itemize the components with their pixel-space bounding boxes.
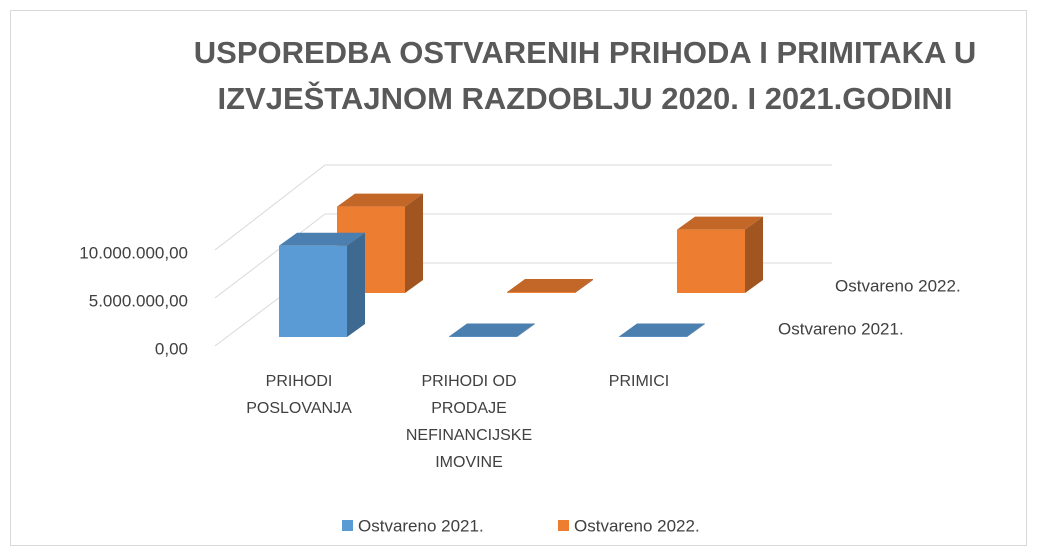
bar-face: [745, 216, 763, 293]
chart-title: USPOREDBA OSTVARENIH PRIHODA I PRIMITAKA…: [193, 35, 977, 116]
bar-face: [575, 279, 593, 293]
bar-face: [337, 193, 423, 207]
grid-line: [214, 164, 326, 251]
y-tick-label: 0,00: [155, 339, 188, 358]
bar-face: [687, 323, 705, 337]
bar: [677, 216, 763, 293]
x-tick-label: PRIMICI: [608, 373, 670, 390]
legend-swatch: [558, 520, 569, 531]
legend-label: Ostvareno 2022.: [574, 516, 700, 535]
bar: [507, 279, 593, 293]
bar-face: [279, 232, 365, 246]
bar: [619, 323, 705, 337]
depth-label: Ostvareno 2021.: [778, 319, 904, 338]
bar-face: [517, 323, 535, 337]
legend-swatch: [342, 520, 353, 531]
bar-face: [279, 245, 347, 337]
bar-face: [507, 292, 575, 293]
bar-face: [405, 193, 423, 293]
bar-face: [677, 216, 763, 230]
bar: [279, 232, 365, 337]
bar-face: [449, 323, 535, 337]
bar-face: [507, 279, 593, 293]
bar-face: [347, 232, 365, 337]
y-tick-label: 10.000.000,00: [79, 243, 188, 262]
depth-label: Ostvareno 2022.: [835, 276, 961, 295]
bar-face: [619, 323, 705, 337]
bar: [449, 323, 535, 337]
legend-label: Ostvareno 2021.: [358, 516, 484, 535]
x-tick-label: PRIHODI OD PRODAJE NEFINANCIJSKE IMOVINE: [405, 373, 533, 471]
bar-face: [677, 229, 745, 293]
x-tick-label: PRIHODI POSLOVANJA: [246, 373, 352, 417]
y-tick-label: 5.000.000,00: [89, 291, 188, 310]
chart-frame: [10, 10, 1027, 546]
grid-line: [214, 213, 326, 299]
